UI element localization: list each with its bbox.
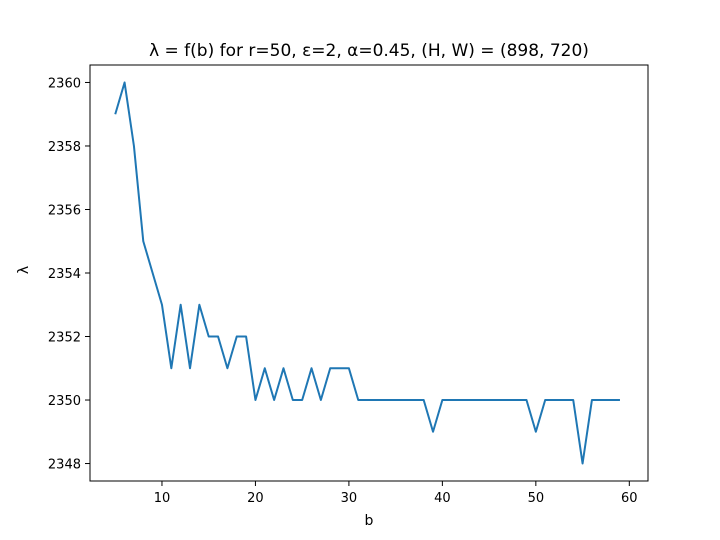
y-tick-label: 2348 (48, 458, 81, 473)
y-tick-label: 2352 (48, 331, 81, 346)
y-tick-label: 2358 (48, 140, 81, 155)
x-tick-label: 10 (154, 491, 171, 506)
y-axis: 2348 2350 2352 2354 2356 2358 2360 (48, 76, 90, 473)
x-tick-label: 40 (434, 491, 451, 506)
x-axis-label: b (365, 513, 374, 529)
series-line-0 (114, 81, 620, 465)
y-axis-label: λ (16, 266, 32, 274)
x-tick-label: 20 (247, 491, 264, 506)
x-tick-label: 60 (621, 491, 638, 506)
y-tick-label: 2354 (48, 267, 81, 282)
y-tick-label: 2360 (48, 76, 81, 91)
plot-frame (89, 64, 649, 482)
chart-title: λ = f(b) for r=50, ε=2, α=0.45, (H, W) =… (149, 41, 589, 61)
x-tick-label: 30 (341, 491, 358, 506)
y-tick-label: 2350 (48, 394, 81, 409)
y-tick-label: 2356 (48, 203, 81, 218)
plot-area (89, 64, 649, 482)
x-axis: 10 20 30 40 50 60 (154, 481, 638, 506)
x-tick-label: 50 (528, 491, 545, 506)
